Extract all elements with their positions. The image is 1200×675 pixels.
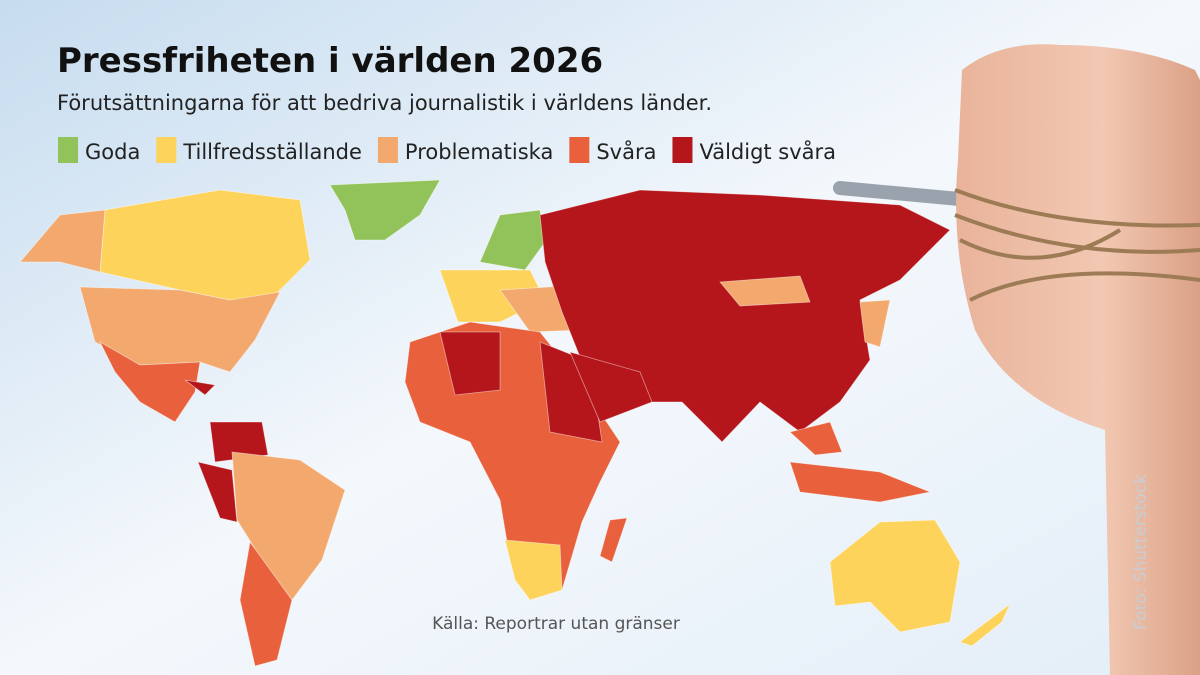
argentina: [239, 540, 293, 667]
legend-label: Problematiska: [405, 140, 553, 164]
australia: [829, 519, 961, 633]
new-zealand: [959, 603, 1011, 647]
venezuela: [209, 421, 269, 463]
source: Källa: Reportrar utan gränser: [432, 614, 680, 634]
legend-swatch: [569, 137, 590, 163]
legend: Goda Tillfredsställande Problematiska Svåra…: [58, 137, 836, 164]
hand-photo: [833, 44, 1200, 675]
legend-swatch: [377, 137, 398, 163]
mexico: [99, 340, 201, 423]
brazil: [231, 451, 346, 601]
legend-label: Svåra: [596, 139, 656, 164]
hand: [956, 44, 1200, 675]
mongolia: [719, 275, 811, 307]
legend-swatch: [156, 137, 177, 163]
photo-credit: Foto: Shutterstock: [1131, 474, 1151, 630]
world-map: [19, 179, 1011, 667]
greenland: [329, 179, 441, 241]
legend-label: Tillfredsställande: [182, 140, 362, 164]
rope: [954, 188, 1200, 302]
subtitle: Förutsättningarna för att bedriva journa…: [57, 91, 712, 115]
southern-africa: [504, 539, 563, 601]
alaska: [19, 209, 106, 273]
algeria: [439, 331, 501, 396]
indonesia: [789, 461, 932, 503]
japan: [859, 299, 891, 348]
title: Pressfriheten i världen 2026: [57, 41, 603, 81]
southeast-asia: [789, 421, 843, 456]
pen: [833, 181, 977, 207]
madagascar: [599, 517, 628, 563]
legend-label: Goda: [85, 140, 140, 164]
legend-label: Väldigt svåra: [699, 139, 836, 164]
legend-swatch: [672, 137, 693, 163]
arabia: [569, 351, 653, 423]
cuba: [184, 379, 216, 396]
legend-swatch: [58, 137, 78, 163]
peru: [197, 461, 238, 523]
